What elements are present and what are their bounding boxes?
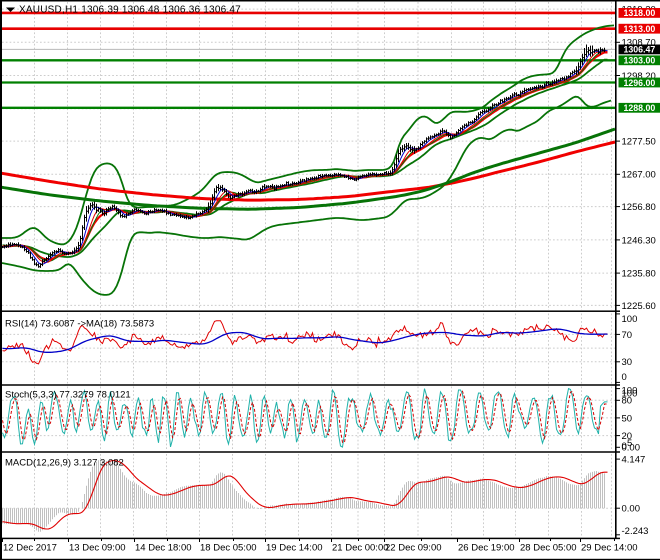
svg-text:30: 30: [622, 357, 633, 368]
svg-text:4.147: 4.147: [622, 455, 646, 466]
svg-text:12 Dec 2017: 12 Dec 2017: [3, 543, 57, 554]
svg-text:0.00: 0.00: [622, 442, 641, 453]
svg-text:1308.70: 1308.70: [622, 38, 656, 49]
svg-text:0: 0: [622, 441, 627, 452]
svg-text:28 Dec 05:00: 28 Dec 05:00: [520, 543, 577, 554]
svg-text:1277.50: 1277.50: [622, 137, 656, 148]
svg-text:14 Dec 18:00: 14 Dec 18:00: [135, 543, 192, 554]
svg-text:1303.00: 1303.00: [624, 56, 656, 66]
svg-text:70: 70: [622, 330, 633, 341]
svg-text:-2.243: -2.243: [622, 526, 649, 537]
svg-text:XAUUSD,H1 1306.39 1306.48 130: XAUUSD,H1 1306.39 1306.48 1306.36 1306.4…: [19, 4, 241, 15]
svg-text:21 Dec 00:00: 21 Dec 00:00: [332, 543, 389, 554]
svg-text:Stoch(5,3,3) 77.3279 78.0121: Stoch(5,3,3) 77.3279 78.0121: [5, 390, 131, 401]
svg-text:0: 0: [622, 372, 627, 383]
svg-text:13 Dec 09:00: 13 Dec 09:00: [69, 543, 126, 554]
svg-text:80: 80: [622, 396, 633, 407]
svg-text:1313.00: 1313.00: [624, 24, 656, 34]
svg-text:18 Dec 05:00: 18 Dec 05:00: [200, 543, 257, 554]
svg-text:1246.30: 1246.30: [622, 235, 656, 246]
svg-text:1296.00: 1296.00: [624, 78, 656, 88]
svg-text:20: 20: [622, 431, 633, 442]
svg-text:1267.00: 1267.00: [622, 170, 656, 181]
svg-text:100: 100: [622, 314, 638, 325]
svg-text:MACD(12,26,9) 3.127 3.082: MACD(12,26,9) 3.127 3.082: [5, 458, 124, 469]
svg-text:1235.80: 1235.80: [622, 269, 656, 280]
svg-text:29 Dec 14:00: 29 Dec 14:00: [581, 543, 638, 554]
svg-text:100: 100: [622, 388, 638, 399]
svg-text:19 Dec 14:00: 19 Dec 14:00: [266, 543, 323, 554]
svg-text:1318.00: 1318.00: [624, 8, 656, 18]
svg-text:RSI(14) 73.6087 ->MA(18) 73.5: RSI(14) 73.6087 ->MA(18) 73.5873: [5, 319, 154, 330]
svg-text:1225.60: 1225.60: [622, 301, 656, 312]
svg-text:1306.47: 1306.47: [624, 45, 656, 55]
svg-text:0.00: 0.00: [622, 504, 641, 515]
svg-text:22 Dec 09:00: 22 Dec 09:00: [385, 543, 442, 554]
svg-text:100: 100: [622, 385, 638, 396]
svg-text:1288.00: 1288.00: [624, 103, 656, 113]
svg-text:1256.80: 1256.80: [622, 202, 656, 213]
svg-text:5: 5: [627, 438, 632, 449]
svg-text:50: 50: [622, 413, 633, 424]
svg-text:26 Dec 19:00: 26 Dec 19:00: [458, 543, 515, 554]
svg-text:1298.20: 1298.20: [622, 71, 656, 82]
